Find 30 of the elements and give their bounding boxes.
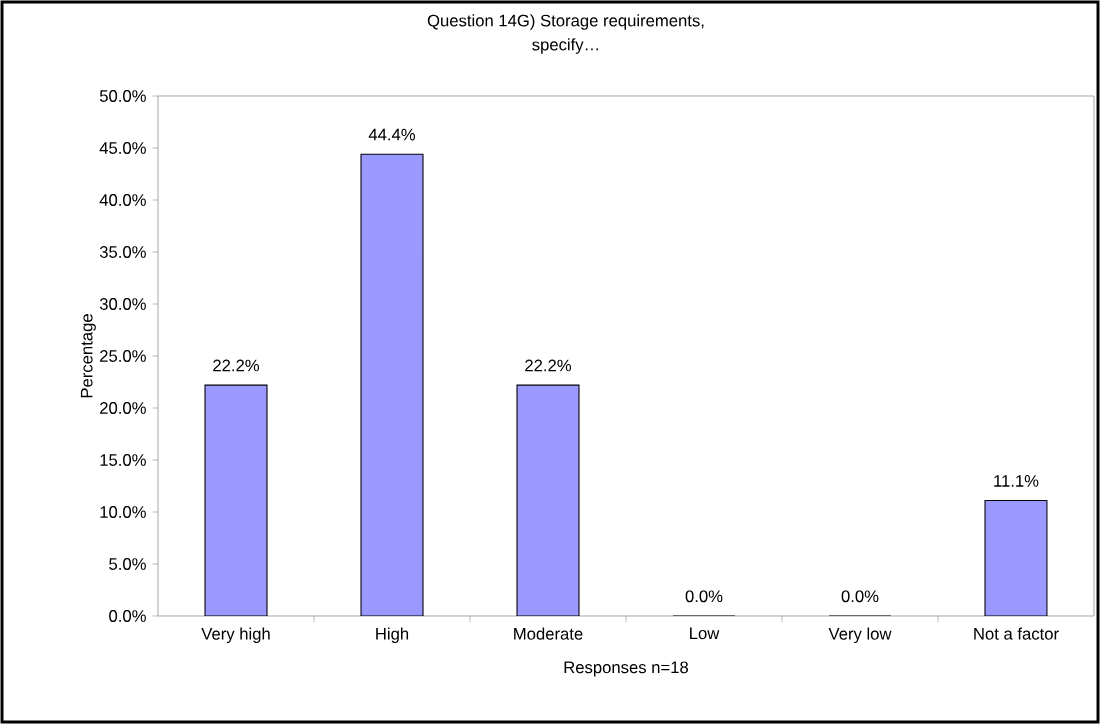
- y-tick-label: 0.0%: [109, 610, 146, 622]
- y-tick-label: 5.0%: [109, 558, 146, 570]
- data-label: 44.4%: [368, 128, 416, 141]
- data-label: 22.2%: [213, 359, 260, 372]
- y-tick-label: 10.0%: [100, 506, 146, 518]
- data-label: 0.0%: [841, 590, 879, 603]
- x-tick-label: Low: [690, 627, 720, 640]
- chart-title: Question 14G) Storage requirements, specify…: [427, 14, 704, 54]
- y-axis-title: Percentage: [80, 314, 96, 398]
- x-tick-label: Very low: [828, 627, 892, 644]
- bar: [984, 500, 1048, 616]
- x-tick-label: Moderate: [514, 627, 583, 640]
- data-label: 0.0%: [685, 590, 723, 603]
- y-tick-label: 25.0%: [100, 350, 146, 362]
- x-axis-title: Responses n=18: [564, 661, 689, 677]
- y-tick-label: 40.0%: [99, 194, 146, 206]
- bar: [516, 384, 580, 616]
- data-label: 11.1%: [994, 475, 1039, 487]
- data-label: 22.2%: [525, 359, 572, 372]
- y-tick-label: 30.0%: [99, 298, 146, 310]
- x-tick-label: Very high: [201, 627, 270, 644]
- y-tick-label: 15.0%: [100, 454, 146, 466]
- y-tick-label: 20.0%: [100, 402, 146, 414]
- y-tick-label: 45.0%: [99, 142, 146, 154]
- y-tick-label: 35.0%: [99, 246, 146, 258]
- y-tick-label: 50.0%: [99, 90, 146, 102]
- x-tick-label: Not a factor: [974, 627, 1059, 640]
- x-tick-label: High: [376, 627, 409, 644]
- bar: [360, 153, 424, 616]
- bar: [204, 384, 268, 616]
